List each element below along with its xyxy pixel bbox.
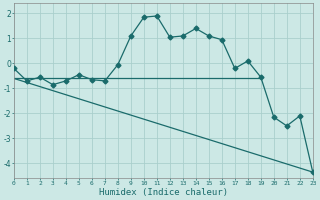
- X-axis label: Humidex (Indice chaleur): Humidex (Indice chaleur): [99, 188, 228, 197]
